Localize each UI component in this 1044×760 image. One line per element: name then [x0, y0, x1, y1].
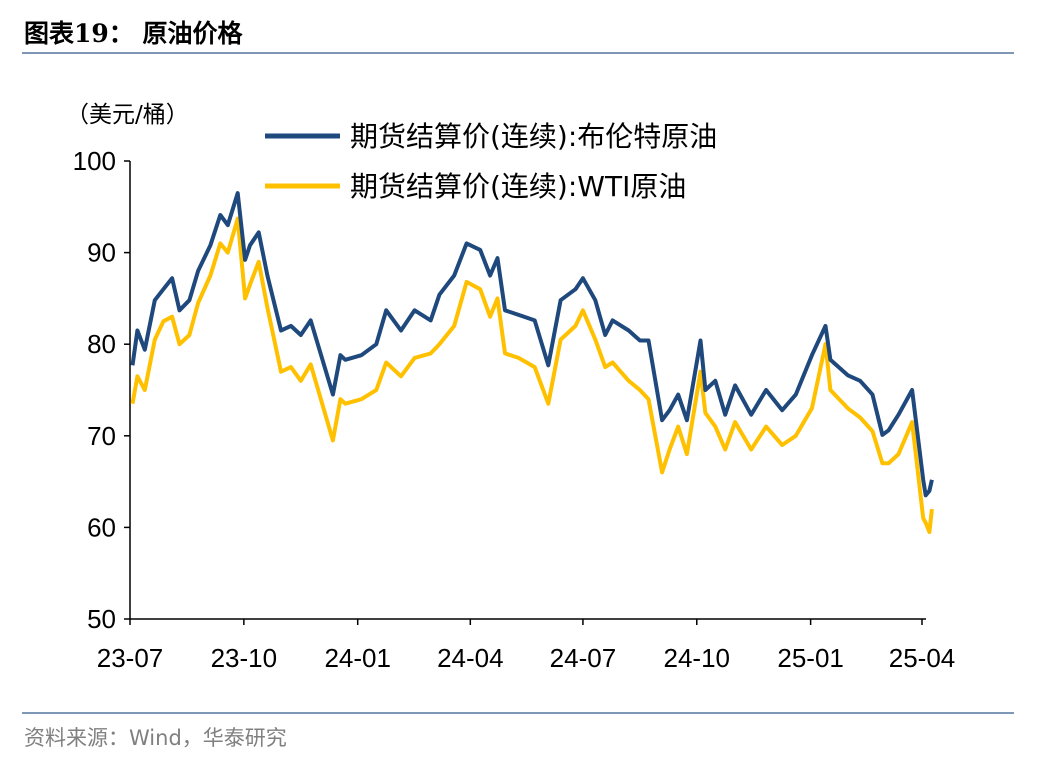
- y-tick-label: 50: [87, 604, 116, 634]
- y-tick-label: 100: [73, 146, 116, 176]
- legend-label: 期货结算价(连续):布伦特原油: [350, 120, 717, 153]
- y-tick-label: 90: [87, 238, 116, 268]
- x-tick-label: 25-01: [777, 643, 844, 673]
- x-tick-label: 24-01: [324, 643, 391, 673]
- x-tick-label: 24-10: [664, 643, 731, 673]
- x-tick-label: 24-04: [437, 643, 504, 673]
- series-line-wti: [130, 216, 934, 534]
- x-tick-label: 23-10: [211, 643, 278, 673]
- figure-title: 图表19： 原油价格: [24, 19, 243, 48]
- y-tick-label: 80: [87, 329, 116, 359]
- y-tick-label: 70: [87, 421, 116, 451]
- y-axis-unit-label: （美元/桶）: [66, 102, 189, 128]
- source-note: 资料来源：Wind，华泰研究: [24, 726, 287, 750]
- source-divider: [22, 712, 1014, 714]
- title-divider: [22, 52, 1014, 54]
- legend-label: 期货结算价(连续):WTI原油: [350, 170, 686, 203]
- x-tick-label: 24-07: [550, 643, 617, 673]
- series-line-brent: [130, 191, 934, 498]
- x-tick-label: 23-07: [97, 643, 164, 673]
- x-tick-label: 25-04: [889, 643, 956, 673]
- y-tick-label: 60: [87, 512, 116, 542]
